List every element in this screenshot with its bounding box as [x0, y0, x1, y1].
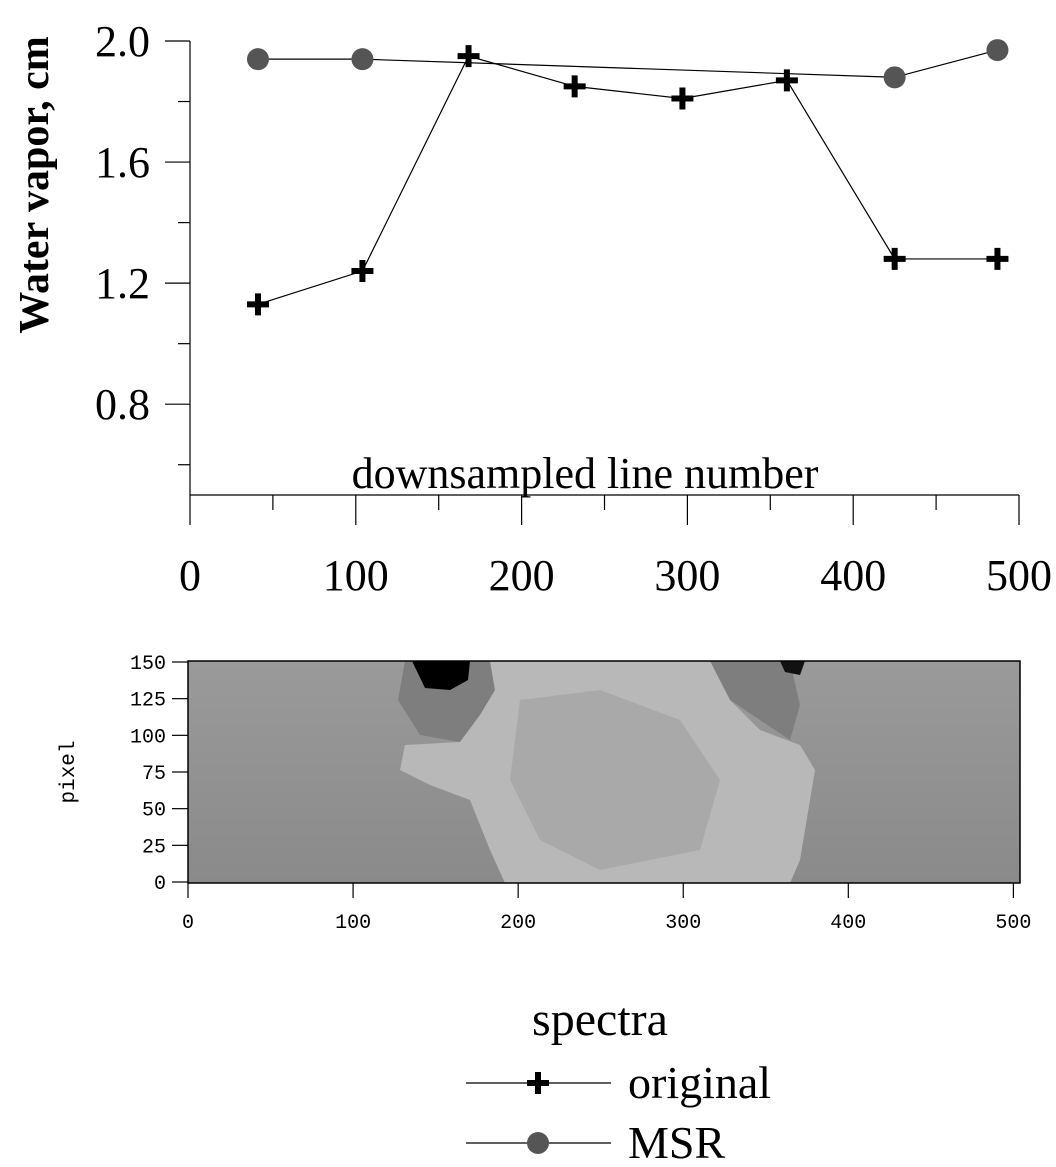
- y-tick-label: 2.0: [95, 17, 150, 66]
- x-tick-label: 200: [500, 912, 536, 935]
- x-tick-label: 400: [820, 551, 886, 600]
- y-tick-label: 1.2: [95, 259, 150, 308]
- y-tick-label: 125: [130, 690, 166, 713]
- image-region: [780, 661, 805, 675]
- x-tick-label: 300: [665, 912, 701, 935]
- y-axis-label: Water vapor, cm: [12, 36, 58, 333]
- data-line: [257, 49, 998, 78]
- image-region: [510, 690, 720, 870]
- marker-circle: [527, 1132, 549, 1154]
- image-region: [710, 661, 800, 740]
- marker-plus: [883, 247, 906, 270]
- marker-circle: [986, 39, 1009, 62]
- y-tick-label: 150: [130, 653, 166, 676]
- marker-circle: [351, 48, 374, 71]
- x-tick-label: 0: [179, 551, 201, 600]
- x-tick-label: 200: [489, 551, 555, 600]
- x-tick-label: 100: [323, 551, 389, 600]
- marker-plus: [563, 75, 586, 98]
- y-tick-label: 50: [142, 800, 166, 823]
- y-tick-label: 25: [142, 836, 166, 859]
- image: [187, 660, 1021, 884]
- data-line: [257, 55, 998, 305]
- y-tick-label: 0.8: [95, 380, 150, 429]
- marker-plus: [457, 45, 480, 68]
- marker-plus: [775, 69, 798, 92]
- x-tick-label: 500: [995, 912, 1031, 935]
- legend-title: spectra: [532, 993, 668, 1046]
- x-tick-label: 100: [335, 912, 371, 935]
- image-region: [412, 661, 470, 690]
- y-tick-label: 0: [154, 873, 166, 896]
- marker-circle: [883, 66, 906, 89]
- marker-plus: [527, 1072, 549, 1094]
- x-tick-label: 300: [654, 551, 720, 600]
- marker-plus: [351, 260, 374, 283]
- y-tick-label: 100: [130, 726, 166, 749]
- legend-label: MSR: [628, 1117, 725, 1167]
- x-axis-label: downsampled line number: [352, 449, 819, 498]
- y-tick-label: 1.6: [95, 138, 150, 187]
- marker-plus: [986, 247, 1009, 270]
- y-tick-label: 75: [142, 763, 166, 786]
- x-tick-label: 0: [182, 912, 194, 935]
- marker-plus: [246, 293, 269, 316]
- y-axis-label: pixel: [58, 740, 81, 803]
- x-tick-label: 400: [830, 912, 866, 935]
- marker-plus: [671, 87, 694, 110]
- x-tick-label: 500: [986, 551, 1052, 600]
- marker-circle: [246, 48, 269, 71]
- legend-label: original: [628, 1057, 771, 1108]
